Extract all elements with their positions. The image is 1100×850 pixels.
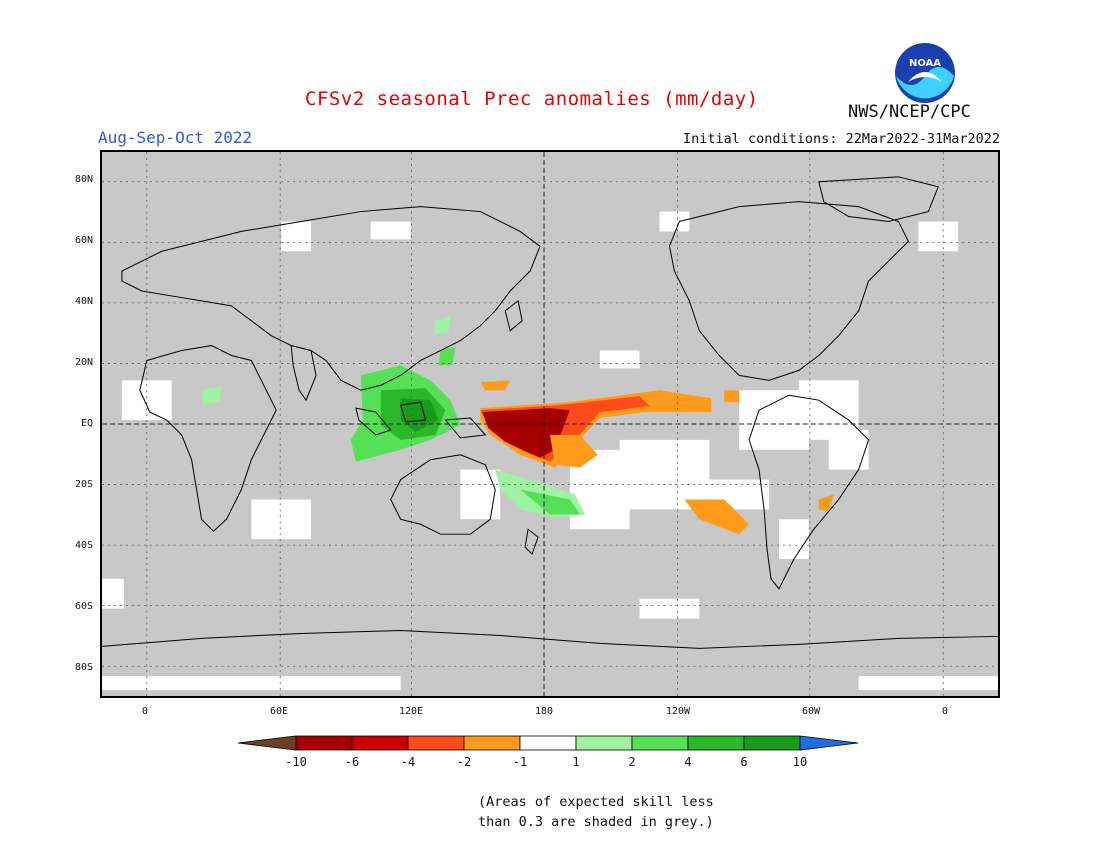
color-bar-tick-label: 4 [684,755,691,769]
lon-label-120w: 120W [665,706,691,717]
color-bar-segment [575,735,633,751]
color-bar-segment [687,735,745,751]
skill-footnote: (Areas of expected skill less than 0.3 a… [478,792,714,832]
footnote-line-2: than 0.3 are shaded in grey.) [478,814,714,830]
map-title: CFSv2 seasonal Prec anomalies (mm/day) [305,88,759,110]
color-bar-segment [295,735,353,751]
graticule [102,152,998,696]
color-bar-tick-label: -10 [285,755,307,769]
color-bar-arrow-high [799,735,859,751]
season-label: Aug-Sep-Oct 2022 [98,128,253,147]
lon-label-0-east: 0 [941,706,949,717]
color-bar-tick-label: 1 [572,755,579,769]
lon-label-0: 0 [141,706,149,717]
lat-label-40s: 40S [74,540,93,551]
dry-anomaly-areas [480,380,834,535]
lat-label-80s: 80S [74,662,93,673]
color-bar-tick-label: 2 [628,755,635,769]
lat-label-60s: 60S [74,601,93,612]
color-bar-legend: -10 -6 -4 -2 -1 1 2 4 6 10 [238,735,859,769]
color-bar-segment [519,735,577,751]
color-bar-tick-label: 10 [793,755,807,769]
color-bar-segment [351,735,409,751]
color-bar-segment [631,735,689,751]
lat-label-60n: 60N [74,235,93,246]
equator-dateline [102,152,998,696]
noaa-logo-icon: NOAA [895,43,955,103]
agency-label: NWS/NCEP/CPC [848,102,971,122]
coastlines [102,176,998,649]
precip-anomaly-map [100,150,1000,698]
wet-anomaly-areas [201,315,585,518]
color-bar-arrow-low [238,735,297,751]
color-bar-tick-label: -1 [513,755,527,769]
footnote-line-1: (Areas of expected skill less [478,794,714,810]
lon-label-60e: 60E [269,706,289,717]
color-bar-tick-label: -6 [345,755,359,769]
lat-label-20s: 20S [74,479,93,490]
lat-label-eq: EQ [80,418,93,429]
lon-label-60w: 60W [801,706,821,717]
svg-text:NOAA: NOAA [909,58,941,69]
color-bar-segment [407,735,465,751]
neutral-anomaly-areas [102,211,998,691]
color-bar-segment [463,735,521,751]
lat-label-80n: 80N [74,174,93,185]
lat-label-20n: 20N [74,357,93,368]
lon-label-120e: 120E [398,706,424,717]
lat-label-40n: 40N [74,296,93,307]
initial-conditions-label: Initial conditions: 22Mar2022-31Mar2022 [683,131,1000,147]
color-bar-tick-label: -2 [457,755,471,769]
lon-label-180: 180 [534,706,554,717]
color-bar-tick-label: -4 [401,755,415,769]
color-bar-tick-label: 6 [740,755,747,769]
color-bar-segment [743,735,801,751]
